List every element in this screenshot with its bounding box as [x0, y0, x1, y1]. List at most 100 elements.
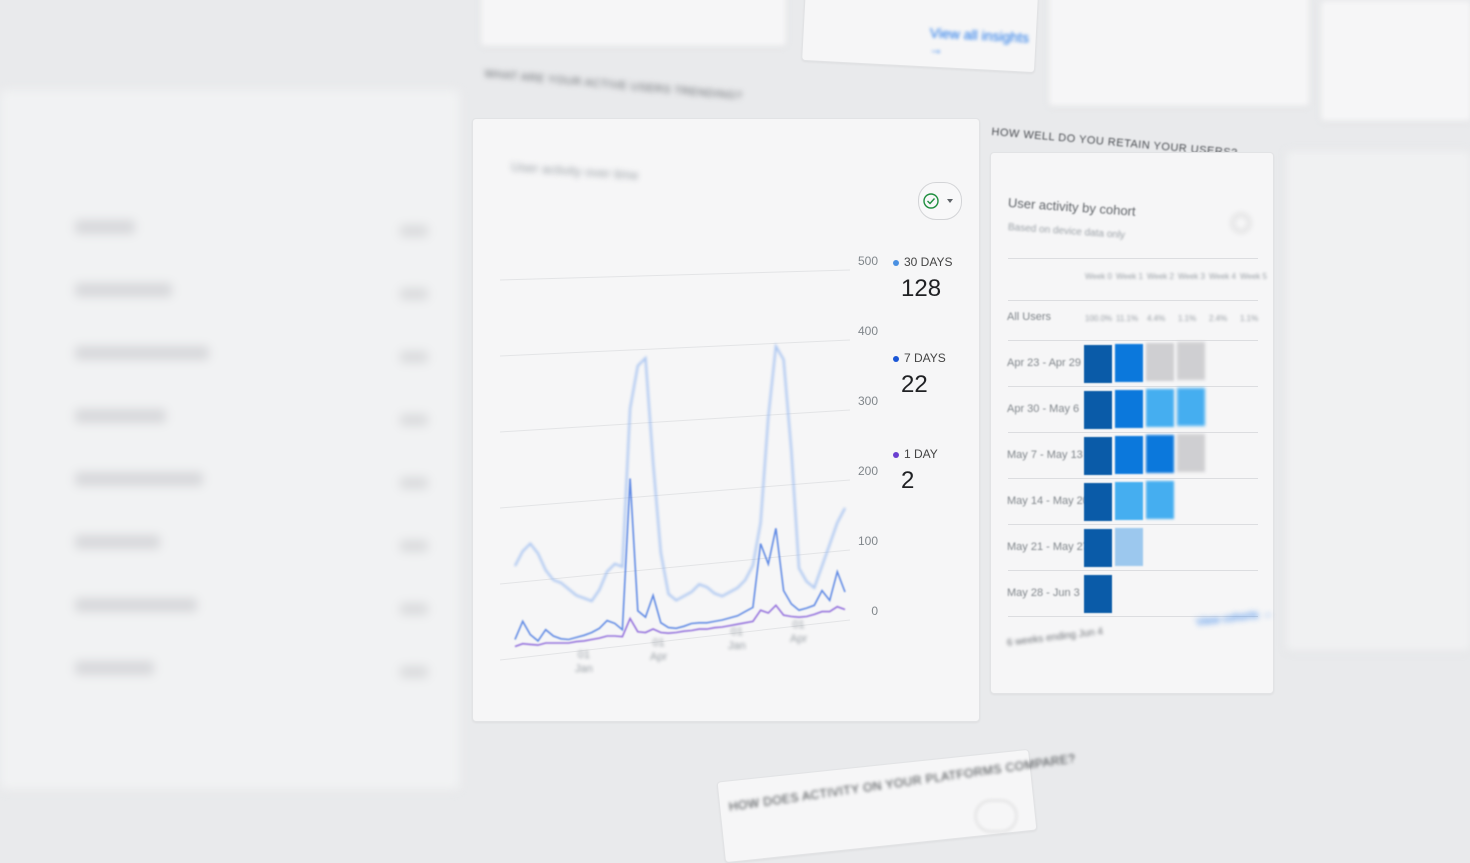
week-header: Week 0 — [1085, 272, 1112, 281]
left-list-value — [400, 477, 428, 489]
cohort-cell[interactable] — [1177, 434, 1205, 472]
left-list-value — [400, 540, 428, 552]
cohort-cell[interactable] — [1115, 390, 1143, 428]
left-list-value — [400, 414, 428, 426]
week-header: Week 4 — [1209, 272, 1236, 281]
cohort-cell[interactable] — [1146, 481, 1174, 519]
cohort-cell[interactable] — [1115, 436, 1143, 474]
legend-value: 128 — [901, 275, 942, 302]
cohort-info-icon[interactable] — [1232, 214, 1250, 232]
left-list-value — [400, 288, 428, 300]
week-header: Week 3 — [1178, 272, 1205, 281]
x-tick-day: 01 — [792, 619, 805, 631]
cohort-cell[interactable] — [1115, 344, 1143, 382]
divider — [1008, 258, 1258, 259]
series-line-30-days — [514, 342, 846, 603]
left-list-item — [75, 283, 172, 297]
divider — [1008, 432, 1258, 433]
compare-filter-button[interactable] — [918, 182, 962, 220]
gridline — [500, 409, 851, 433]
right-card-blurred — [1285, 150, 1470, 652]
legend-label: 30 DAYS — [904, 255, 953, 269]
cohort-cell[interactable] — [1146, 435, 1174, 473]
platform-filter-button[interactable] — [975, 800, 1017, 832]
cohort-cell[interactable] — [1177, 342, 1205, 380]
week-header: Week 1 — [1116, 272, 1143, 281]
gridline — [500, 269, 851, 281]
divider — [1008, 570, 1258, 571]
left-list-item — [75, 346, 209, 360]
y-tick-label: 200 — [858, 464, 879, 478]
divider — [1008, 300, 1258, 301]
cohort-cell[interactable] — [1084, 483, 1112, 521]
cohort-cell[interactable] — [1146, 389, 1174, 427]
divider — [1008, 386, 1258, 387]
cohort-row-label: Apr 23 - Apr 29 — [1007, 357, 1081, 369]
x-tick-day: 01 — [652, 637, 665, 649]
cohort-cell[interactable] — [1084, 391, 1112, 429]
all-users-value: 4.4% — [1147, 314, 1166, 323]
all-users-label: All Users — [1007, 311, 1052, 323]
legend-item: 7 DAYS 22 — [893, 351, 946, 399]
legend-dot — [893, 355, 899, 362]
cohort-row-label: May 14 - May 20 — [1007, 495, 1089, 507]
legend-item: 30 DAYS 128 — [893, 255, 952, 303]
divider — [1008, 616, 1258, 617]
gridline — [500, 619, 851, 661]
left-list-item — [75, 409, 166, 423]
left-list-item — [75, 598, 197, 612]
cohort-cell[interactable] — [1146, 343, 1174, 381]
cohort-cell[interactable] — [1115, 482, 1143, 520]
x-tick-month: Jan — [575, 663, 593, 675]
divider — [1008, 478, 1258, 479]
insights-card: View all insights → — [801, 0, 1039, 74]
legend-dot — [893, 259, 899, 266]
left-card-blurred — [0, 90, 460, 790]
cohort-row-label: May 28 - Jun 3 — [1007, 587, 1080, 599]
y-tick-label: 500 — [858, 254, 879, 268]
top-card-4 — [1320, 0, 1470, 122]
x-tick-month: Apr — [650, 651, 668, 663]
cohort-cell[interactable] — [1084, 575, 1112, 613]
x-tick-day: 01 — [730, 626, 743, 638]
y-tick-label: 400 — [858, 324, 879, 338]
x-tick-month: Apr — [790, 633, 808, 645]
left-list-item — [75, 220, 135, 234]
y-tick-label: 0 — [871, 604, 878, 618]
left-list-value — [400, 351, 428, 363]
left-list-item — [75, 472, 203, 486]
x-tick-day: 01 — [577, 649, 590, 661]
legend-dot — [893, 451, 899, 458]
activity-card-title: User activity over time — [510, 159, 640, 183]
left-list-value — [400, 225, 428, 237]
divider — [1008, 340, 1258, 341]
legend-value: 22 — [901, 371, 928, 398]
left-list-value — [400, 666, 428, 678]
legend-value: 2 — [901, 467, 915, 494]
left-list-value — [400, 603, 428, 615]
left-list-item — [75, 661, 154, 675]
x-tick-label: 01 Apr — [790, 618, 807, 646]
cohort-row-label: May 7 - May 13 — [1007, 449, 1083, 461]
cohort-cell[interactable] — [1115, 528, 1143, 566]
all-users-value: 1.1% — [1178, 314, 1197, 323]
check-circle-icon — [923, 193, 953, 209]
all-users-value: 11.1% — [1116, 314, 1139, 323]
week-header: Week 2 — [1147, 272, 1174, 281]
y-tick-label: 300 — [858, 394, 879, 408]
left-list-item — [75, 535, 160, 549]
cohort-cell[interactable] — [1084, 345, 1112, 383]
cohort-cell[interactable] — [1084, 529, 1112, 567]
all-users-value: 1.1% — [1240, 314, 1259, 323]
all-users-value: 100.0% — [1085, 314, 1113, 323]
cohort-cell[interactable] — [1084, 437, 1112, 475]
legend-label: 7 DAYS — [904, 351, 946, 365]
legend-item: 1 DAY 2 — [893, 447, 938, 495]
series-line-1-day — [514, 604, 846, 648]
view-all-insights-link[interactable]: View all insights → — [928, 24, 1030, 58]
caret-down-icon — [947, 199, 953, 203]
gridline — [500, 549, 851, 585]
cohort-row-label: May 21 - May 27 — [1007, 541, 1089, 553]
cohort-cell[interactable] — [1177, 388, 1205, 426]
